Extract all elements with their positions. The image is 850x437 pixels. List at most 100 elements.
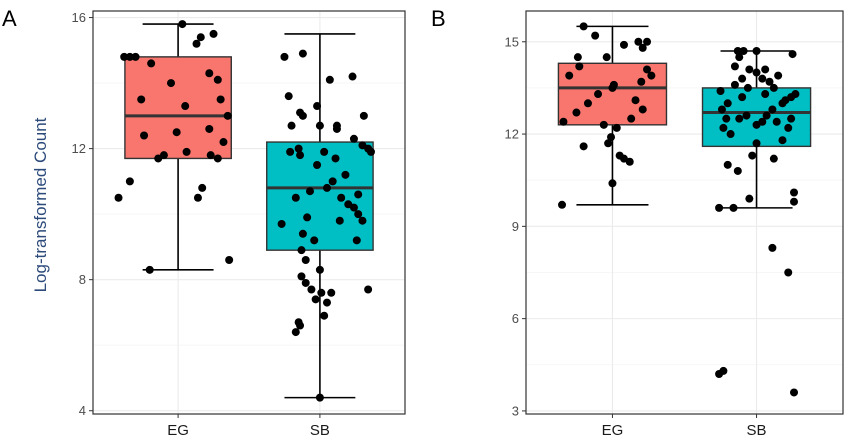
panel-a-plot-frame (92, 10, 406, 415)
panel-a-eg-data-point (219, 138, 228, 147)
panel-b-sb-data-point (719, 123, 728, 132)
panel-b-eg-data-point (637, 77, 646, 86)
panel-b-eg-data-point (572, 108, 581, 117)
panel-a-eg-data-point (167, 79, 175, 88)
panel-b-sb-data-point (717, 105, 726, 114)
panel-a-sb-data-point (359, 111, 368, 120)
panel-a-eg-data-point (223, 111, 232, 120)
panel-b-x-tick-label-sb: SB (747, 422, 767, 437)
panel-b-sb-data-point (765, 77, 774, 86)
panel-b-eg-data-point (559, 117, 568, 126)
panel-b-sb-data-point (758, 74, 767, 83)
panel-b-sb-data-point (761, 90, 770, 99)
panel-b-sb-data-point (745, 194, 754, 203)
panel-a-sb-data-point (310, 236, 319, 245)
panel-a-sb-data-point (305, 187, 314, 196)
panel-a-sb-data-point (323, 298, 331, 307)
panel-a-y-tick-label: 16 (72, 10, 86, 25)
panel-b-y-tick-label: 6 (512, 311, 519, 326)
panel-a-eg-data-point (172, 128, 181, 137)
panel-b-sb-data-point (738, 74, 747, 83)
panel-a-eg-data-point (137, 95, 146, 104)
panel-a-eg-data-point (196, 33, 205, 42)
panel-a-sb-data-point (341, 170, 350, 179)
panel-a-eg-data-point (181, 102, 190, 111)
panel-b-eg-data-point (573, 53, 582, 62)
panel-b-sb-data-point (739, 46, 748, 55)
panel-a-sb-data-point (354, 210, 363, 219)
panel-a-sb-data-point (349, 134, 358, 143)
panel-b-eg-data-point (627, 114, 636, 123)
panel-a-sb-data-point (294, 144, 303, 153)
panel-a-sb-data-point (315, 393, 324, 402)
panel-a-eg-data-point (131, 52, 140, 61)
panel-a-sb-data-point (280, 52, 289, 61)
panel-b-sb-data-point (723, 99, 732, 108)
panel-b-eg-data-point (631, 96, 640, 105)
panel-b-sb-data-point (745, 65, 754, 74)
panel-a-plot: 4 8 12 16 EG SB (72, 10, 406, 437)
panel-b-sb-data-point (752, 68, 761, 77)
panel-b-sb-data-point (790, 388, 799, 397)
panel-b-sb-data-point (752, 46, 761, 55)
panel-b-sb-data-point (733, 166, 742, 175)
panel-b-y-tick-label: 12 (505, 127, 519, 142)
panel-b-sb-data-point (735, 53, 744, 62)
panel-a-sb-data-point (327, 288, 336, 297)
panel-a-eg-data-point (198, 183, 207, 192)
panel-b-sb-data-point (774, 71, 783, 80)
panel-a-eg-data-point (140, 131, 149, 140)
panel-b-sb-data-point (752, 139, 761, 148)
panel-b-sb-data-point (762, 111, 771, 120)
panel-a-eg-data-point (182, 147, 191, 156)
panel-b-sb-data-point (769, 154, 778, 163)
panel-a-sb-data-point (298, 49, 307, 58)
panel-b-eg-data-point (579, 22, 588, 31)
panel-a-eg-data-point (192, 39, 201, 48)
panel-b-sb-data-point (761, 65, 770, 74)
panel-b-eg-data-point (591, 31, 600, 40)
panel-b-eg-data-point (607, 133, 616, 142)
panel-a-sb-data-point (323, 183, 331, 192)
panel-b-sb-data-point (723, 160, 732, 169)
panel-a-y-tick-label: 12 (72, 141, 86, 156)
panel-a-eg-data-point (178, 20, 187, 29)
panel-b-eg-data-point (575, 62, 584, 71)
panel-a-y-tick-label: 8 (79, 272, 86, 287)
panel-b-sb-data-point (742, 111, 751, 120)
panel-a-eg-data-point (120, 52, 129, 61)
panel-b-eg-data-point (565, 71, 574, 80)
panel-a-sb-data-point (364, 285, 373, 294)
panel-b-sb-data-point (791, 90, 800, 99)
panel-a-letter: A (2, 6, 17, 31)
panel-a-eg-data-point (216, 95, 225, 104)
panel-a-sb-data-point (307, 285, 316, 294)
panel-a-sb-data-point (354, 190, 363, 199)
panel-a-eg-data-point (114, 193, 123, 202)
panel-b-sb-data-point (768, 105, 777, 114)
panel-b-eg-data-point (604, 139, 613, 148)
panel-b-eg-data-point (608, 179, 617, 188)
panel-a-sb-data-point (317, 288, 326, 297)
panel-a-sb-data-point (284, 92, 293, 101)
panel-b-sb-data-point (784, 123, 793, 132)
panel-a-sb-data-point (297, 272, 306, 281)
panel-b-sb-data-point (769, 83, 778, 92)
panel-b-eg-data-point (612, 123, 621, 132)
panel-a-eg-data-point (225, 256, 234, 265)
panel-a-sb-data-point (294, 318, 303, 327)
panel-a-sb-data-point (344, 200, 353, 209)
panel-a-sb-data-point (320, 311, 329, 320)
panel-b-sb-data-point (735, 114, 744, 123)
panel-a-y-axis-title: Log-transformed Count (31, 117, 50, 292)
panel-a-sb-data-point (277, 219, 286, 228)
panel-b-eg-data-point (638, 105, 647, 114)
panel-b-sb-data-point (781, 96, 790, 105)
panel-a-eg-data-point (159, 151, 168, 160)
panel-a-sb-data-point (296, 151, 305, 160)
panel-b-sb-data-point (733, 46, 742, 55)
panel-b-eg-data-point (602, 53, 611, 62)
panel-a-sb-data-point (297, 246, 306, 255)
panel-a-sb-data-point (325, 75, 334, 84)
panel-b-plot: 3 6 9 12 15 EG SB (505, 10, 844, 437)
